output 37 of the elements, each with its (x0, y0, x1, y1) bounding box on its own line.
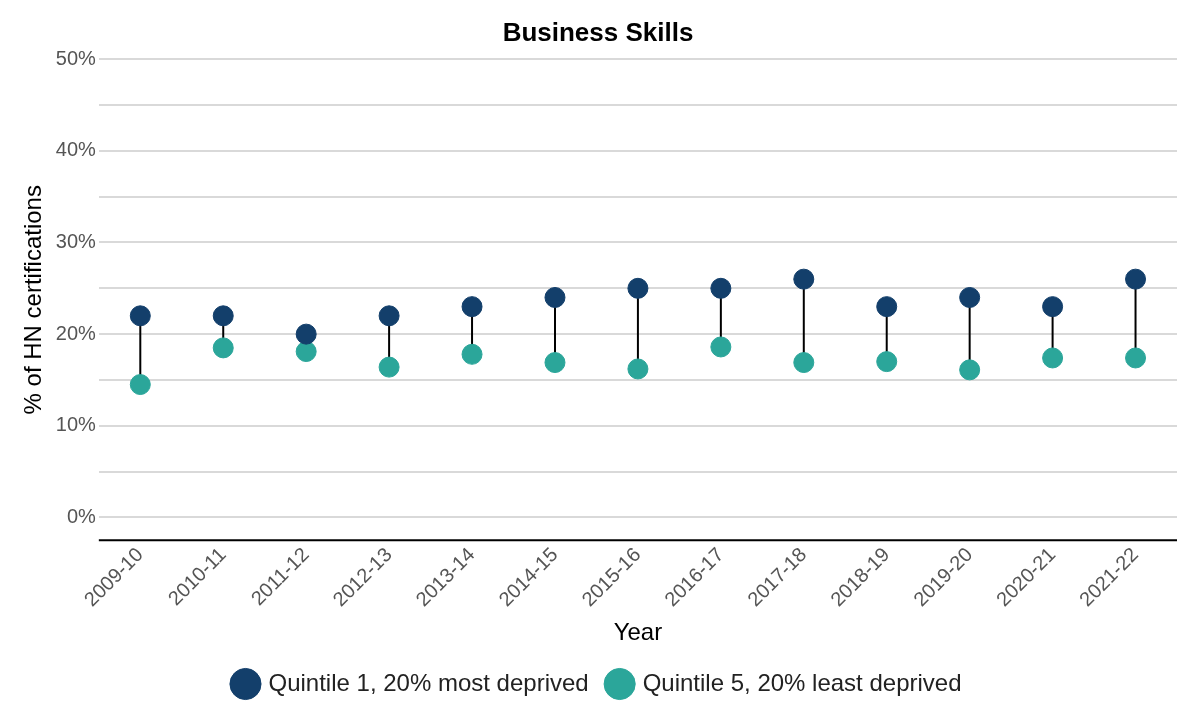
point (627, 358, 649, 380)
point (461, 296, 483, 318)
point (461, 343, 483, 365)
y-tick-label: 40% (55, 138, 97, 161)
point (1125, 268, 1147, 290)
point (876, 296, 898, 318)
point (793, 352, 815, 374)
point (129, 305, 151, 327)
y-tick-label: 30% (55, 230, 97, 252)
point (129, 374, 151, 396)
point (378, 356, 400, 378)
point (876, 351, 898, 373)
point (378, 305, 400, 327)
point (1042, 296, 1064, 318)
legend-label: Quintile 5, 20% least deprived (642, 668, 962, 696)
legend-label: Quintile 1, 20% most deprived (268, 668, 589, 696)
x-axis-title: Year (613, 618, 663, 646)
point (959, 286, 981, 308)
point (1042, 347, 1064, 369)
point (959, 359, 981, 381)
point (627, 277, 649, 299)
point (793, 268, 815, 290)
point (544, 352, 566, 374)
point (544, 286, 566, 308)
point (295, 323, 317, 345)
point (212, 305, 234, 327)
y-tick-label: 0% (66, 504, 97, 527)
point (710, 277, 732, 299)
point (710, 336, 732, 358)
point (212, 337, 234, 359)
y-tick-label: 10% (55, 413, 97, 436)
point (1125, 347, 1147, 369)
chart-title: Business Skills (502, 16, 694, 47)
y-axis-title: % of HN certifications (19, 185, 47, 415)
y-tick-label: 50% (55, 46, 97, 69)
y-tick-label: 20% (55, 321, 97, 344)
point (295, 341, 317, 363)
